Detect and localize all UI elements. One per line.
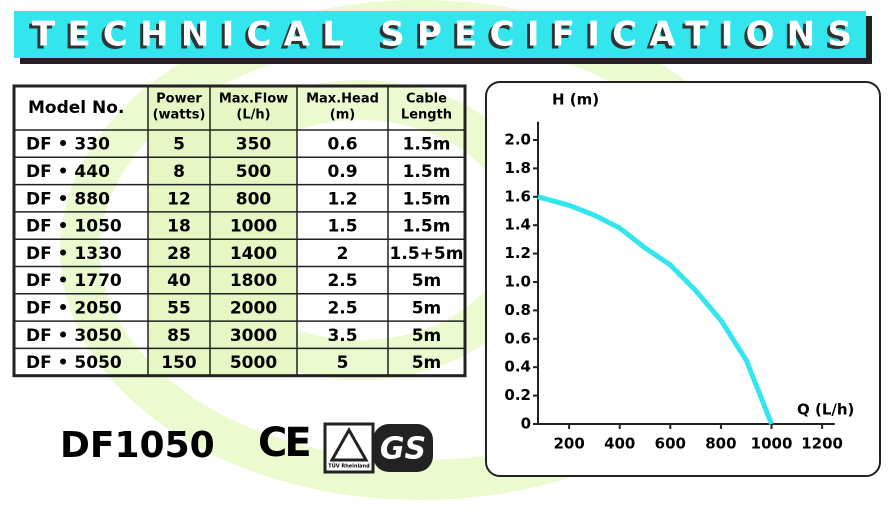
table-cell: DF • 2050 bbox=[26, 298, 122, 318]
table-cell: 800 bbox=[236, 189, 272, 209]
tuv-logo-text: TÜV Rheinland bbox=[328, 463, 370, 470]
table-border bbox=[12, 84, 467, 378]
table-cell: 1000 bbox=[230, 217, 277, 237]
table-cell: DF • 440 bbox=[26, 162, 110, 182]
y-tick-label: 0.6 bbox=[504, 329, 531, 347]
x-tick-label: 400 bbox=[604, 435, 635, 453]
y-tick-label: 0.8 bbox=[504, 301, 531, 319]
table-cell: 28 bbox=[167, 244, 191, 264]
title-band bbox=[14, 11, 866, 58]
table-cell: 1.5+5m bbox=[390, 244, 464, 264]
table-cell: 2000 bbox=[230, 298, 277, 318]
table-cell: 0.6 bbox=[327, 135, 357, 155]
table-cell: 0.9 bbox=[327, 162, 357, 182]
column-header: Max.Head bbox=[306, 92, 379, 107]
table-cell: 5m bbox=[412, 271, 442, 291]
table-cell: 1800 bbox=[230, 271, 277, 291]
table-cell: 5m bbox=[412, 326, 442, 346]
table-cell: 5000 bbox=[230, 353, 277, 373]
gs-logo-box bbox=[373, 424, 433, 472]
table-cell: 3.5 bbox=[327, 326, 357, 346]
column-header: Model No. bbox=[28, 98, 124, 118]
table-cell: 500 bbox=[236, 162, 272, 182]
x-tick-label: 1000 bbox=[751, 435, 793, 453]
table-cell: 1.5m bbox=[403, 162, 451, 182]
table-cell: 1.2 bbox=[327, 189, 357, 209]
table-cell: DF • 1050 bbox=[26, 217, 122, 237]
column-header: Max.Flow bbox=[219, 92, 288, 107]
column-header: Cable bbox=[406, 92, 447, 107]
y-tick-label: 0.4 bbox=[504, 358, 531, 376]
ce-logo: CE bbox=[258, 420, 309, 466]
table-cell: 5 bbox=[173, 135, 185, 155]
table-cell: 1.5m bbox=[403, 189, 451, 209]
y-tick-label: 0 bbox=[521, 415, 531, 433]
table-cell: 5 bbox=[337, 353, 349, 373]
table-cell: DF • 1330 bbox=[26, 244, 122, 264]
table-cell: DF • 1770 bbox=[26, 271, 122, 291]
table-cell: 5m bbox=[412, 298, 442, 318]
column-shade bbox=[210, 86, 297, 376]
table-cell: 12 bbox=[167, 189, 191, 209]
column-header: (m) bbox=[330, 108, 355, 123]
table-cell: 85 bbox=[167, 326, 191, 346]
x-tick-label: 1200 bbox=[801, 435, 843, 453]
table-cell: DF • 3050 bbox=[26, 326, 122, 346]
model-name: DF1050 bbox=[60, 425, 215, 466]
y-tick-label: 1.6 bbox=[504, 187, 531, 205]
gs-logo-text: GS bbox=[380, 432, 426, 467]
table-cell: 1.5m bbox=[403, 135, 451, 155]
table-cell: DF • 330 bbox=[26, 135, 110, 155]
column-header: Power bbox=[156, 92, 202, 107]
table-cell: DF • 880 bbox=[26, 189, 110, 209]
y-tick-label: 1.8 bbox=[504, 159, 531, 177]
column-header: (watts) bbox=[153, 108, 206, 123]
table-cell: 2.5 bbox=[327, 298, 357, 318]
table-cell: 1.5m bbox=[403, 217, 451, 237]
table-cell: 150 bbox=[161, 353, 197, 373]
y-tick-label: 0.2 bbox=[504, 386, 531, 404]
y-tick-label: 1.2 bbox=[504, 244, 531, 262]
table-cell: 18 bbox=[167, 217, 191, 237]
table-cell: 3000 bbox=[230, 326, 277, 346]
x-tick-label: 600 bbox=[655, 435, 686, 453]
table-cell: 2.5 bbox=[327, 271, 357, 291]
y-tick-label: 1.4 bbox=[504, 216, 531, 234]
table-cell: 350 bbox=[236, 135, 272, 155]
table-cell: 1400 bbox=[230, 244, 277, 264]
column-header: Length bbox=[401, 108, 452, 123]
column-header: (L/h) bbox=[236, 108, 270, 123]
x-tick-label: 200 bbox=[553, 435, 584, 453]
x-axis-title: Q (L/h) bbox=[797, 401, 854, 419]
table-cell: 40 bbox=[167, 271, 191, 291]
y-tick-label: 2.0 bbox=[504, 131, 531, 149]
table-cell: 2 bbox=[337, 244, 349, 264]
table-cell: 55 bbox=[167, 298, 191, 318]
pump-curve bbox=[537, 194, 774, 425]
y-axis-title: H (m) bbox=[552, 91, 599, 109]
table-cell: 1.5 bbox=[327, 217, 357, 237]
tuv-logo-triangle bbox=[329, 426, 369, 462]
table-cell: DF • 5050 bbox=[26, 353, 122, 373]
column-shade bbox=[148, 86, 210, 376]
table-cell: 8 bbox=[173, 162, 185, 182]
y-tick-label: 1.0 bbox=[504, 273, 531, 291]
x-tick-label: 800 bbox=[705, 435, 736, 453]
table-cell: 5m bbox=[412, 353, 442, 373]
